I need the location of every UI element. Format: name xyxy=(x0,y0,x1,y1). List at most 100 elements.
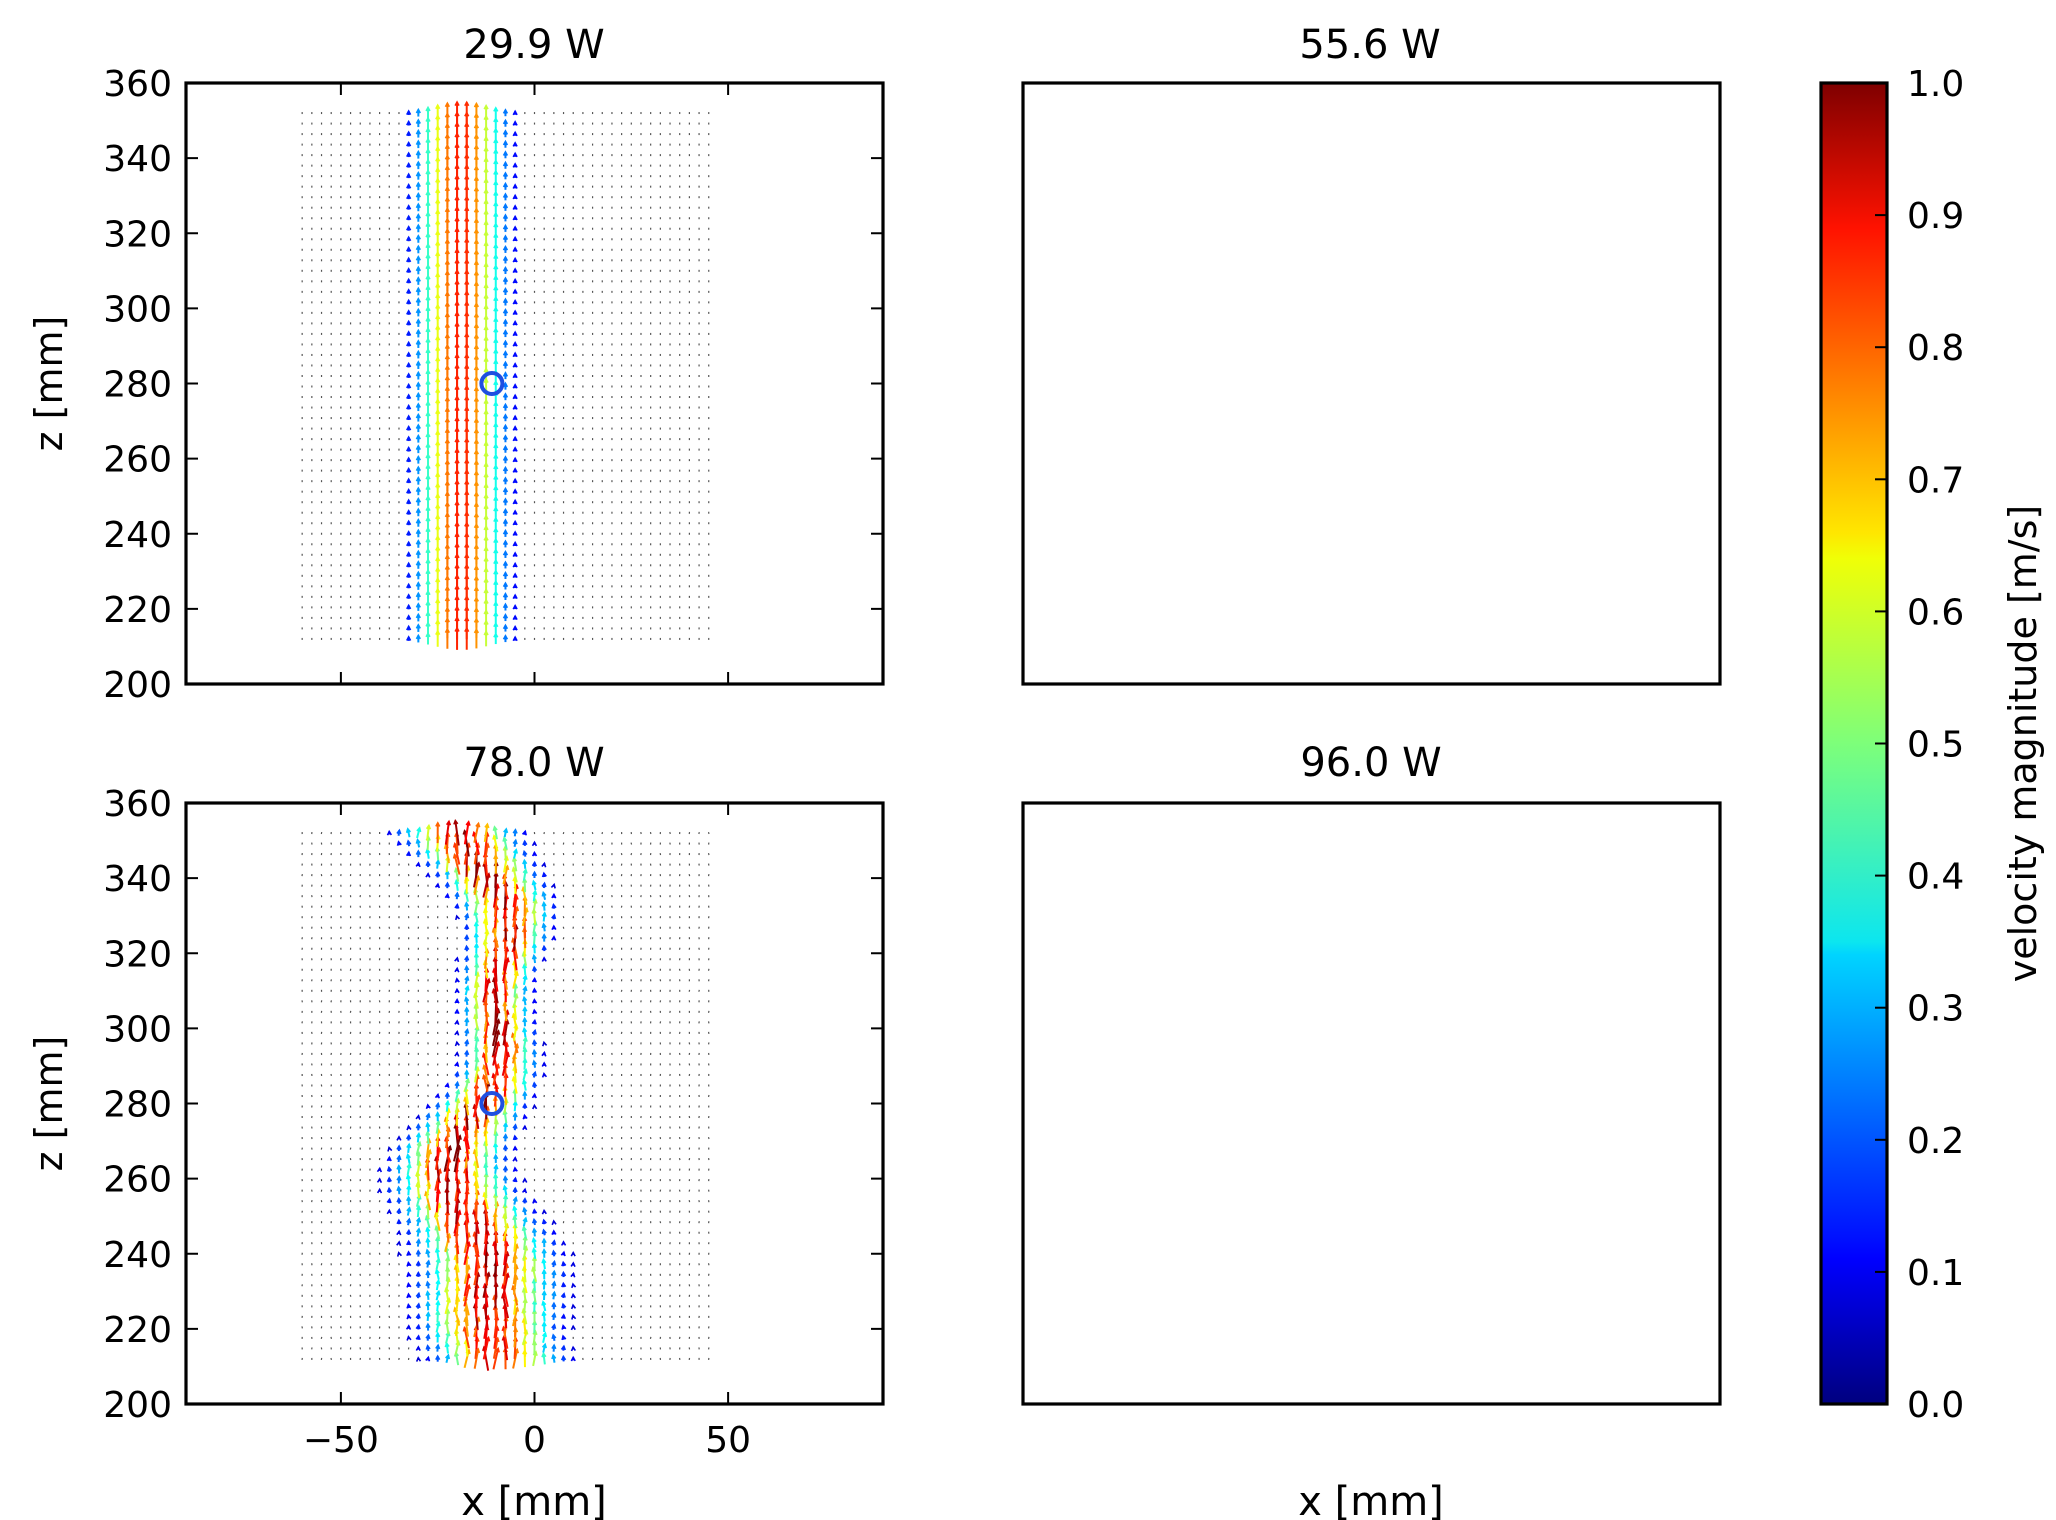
arrow-head xyxy=(493,411,499,417)
arrow-head xyxy=(541,1300,547,1306)
arrow-head xyxy=(415,633,421,640)
velocity-arrow xyxy=(453,843,461,865)
arrow-head xyxy=(406,1261,412,1267)
arrow-head xyxy=(493,579,499,586)
velocity-arrow xyxy=(493,1222,499,1244)
arrow-head xyxy=(415,1323,421,1330)
arrow-head xyxy=(512,235,518,242)
arrow-head xyxy=(493,306,499,312)
arrow-head xyxy=(474,1056,480,1063)
arrow-head xyxy=(406,1282,412,1288)
velocity-arrow xyxy=(522,1246,528,1261)
velocity-arrow xyxy=(482,873,490,898)
arrow-head xyxy=(454,1019,460,1026)
velocity-arrow xyxy=(522,869,527,881)
arrow-head xyxy=(560,1344,567,1351)
arrow-head xyxy=(531,942,538,949)
velocity-arrow xyxy=(483,824,489,843)
velocity-arrow xyxy=(434,1169,442,1191)
arrow-head xyxy=(406,614,412,620)
arrow-head xyxy=(551,924,557,931)
arrow-head xyxy=(502,613,509,619)
arrow-head xyxy=(522,1016,528,1023)
arrow-head xyxy=(415,391,421,398)
arrow-head xyxy=(406,1124,412,1131)
arrow-head xyxy=(502,329,509,335)
arrow-head xyxy=(502,434,509,440)
arrow-head xyxy=(541,890,547,897)
arrow-head xyxy=(464,984,470,991)
velocity-arrow xyxy=(502,958,509,982)
arrow-head xyxy=(406,277,412,284)
arrow-head xyxy=(396,1218,402,1225)
arrow-head xyxy=(541,1257,547,1264)
arrow-head xyxy=(493,348,499,354)
arrow-head xyxy=(425,1322,431,1329)
arrow-head xyxy=(406,530,412,536)
arrow-head xyxy=(425,1355,431,1362)
y-tick-label: 360 xyxy=(103,64,172,105)
arrow-head xyxy=(415,1216,422,1223)
arrow-head xyxy=(502,392,509,398)
arrow-head xyxy=(493,116,499,123)
arrow-head xyxy=(502,276,509,283)
arrow-head xyxy=(531,1028,537,1035)
arrow-head xyxy=(415,1345,421,1351)
arrow-head xyxy=(406,372,412,378)
velocity-arrow xyxy=(492,1030,500,1057)
velocity-arrow xyxy=(512,1244,518,1264)
arrow-head xyxy=(541,1071,548,1078)
arrow-head xyxy=(406,435,412,442)
arrow-head xyxy=(425,1226,431,1233)
arrow-head xyxy=(415,1313,421,1319)
arrow-head xyxy=(570,1345,576,1352)
arrow-head xyxy=(464,1038,470,1045)
velocity-arrow xyxy=(501,1052,510,1076)
arrow-head xyxy=(464,1028,470,1034)
arrow-head xyxy=(415,1302,421,1309)
arrow-head xyxy=(493,316,499,323)
arrow-head xyxy=(406,393,412,399)
arrow-head xyxy=(425,860,431,867)
arrow-head xyxy=(541,1218,547,1225)
velocity-arrow xyxy=(523,964,527,976)
arrow-head xyxy=(502,139,509,146)
arrow-head xyxy=(493,1163,499,1170)
arrow-head xyxy=(512,456,518,463)
arrow-head xyxy=(415,423,421,429)
arrow-head xyxy=(406,1250,412,1256)
arrow-head xyxy=(493,621,499,628)
arrow-head xyxy=(522,962,528,969)
arrow-head xyxy=(493,558,499,565)
arrow-head xyxy=(522,1177,528,1183)
velocity-arrow xyxy=(445,1257,449,1272)
arrow-head xyxy=(415,118,421,124)
arrow-head xyxy=(415,1114,421,1120)
velocity-arrow xyxy=(492,989,499,1014)
arrow-head xyxy=(551,1301,557,1308)
arrow-head xyxy=(435,1278,441,1285)
arrow-head xyxy=(512,1166,518,1173)
arrow-head xyxy=(541,1228,547,1235)
arrow-head xyxy=(512,467,518,473)
arrow-head xyxy=(551,1280,557,1287)
arrow-head xyxy=(493,137,499,144)
arrow-head xyxy=(531,1070,537,1077)
arrow-head xyxy=(415,339,421,345)
arrow-head xyxy=(541,1050,547,1057)
arrow-head xyxy=(532,1208,538,1214)
arrow-head xyxy=(444,1091,450,1098)
arrow-head xyxy=(405,1153,411,1159)
arrow-head xyxy=(464,923,470,930)
arrow-head xyxy=(512,214,518,221)
arrow-head xyxy=(435,1111,441,1117)
arrow-head xyxy=(454,1080,460,1087)
arrow-head xyxy=(396,828,402,835)
arrow-head xyxy=(493,211,499,217)
arrow-head xyxy=(502,560,509,567)
velocity-arrow xyxy=(474,1014,479,1030)
arrow-head xyxy=(502,549,509,556)
y-tick-label: 280 xyxy=(103,365,172,406)
arrow-head xyxy=(570,1355,576,1362)
y-tick-label: 200 xyxy=(103,665,172,706)
